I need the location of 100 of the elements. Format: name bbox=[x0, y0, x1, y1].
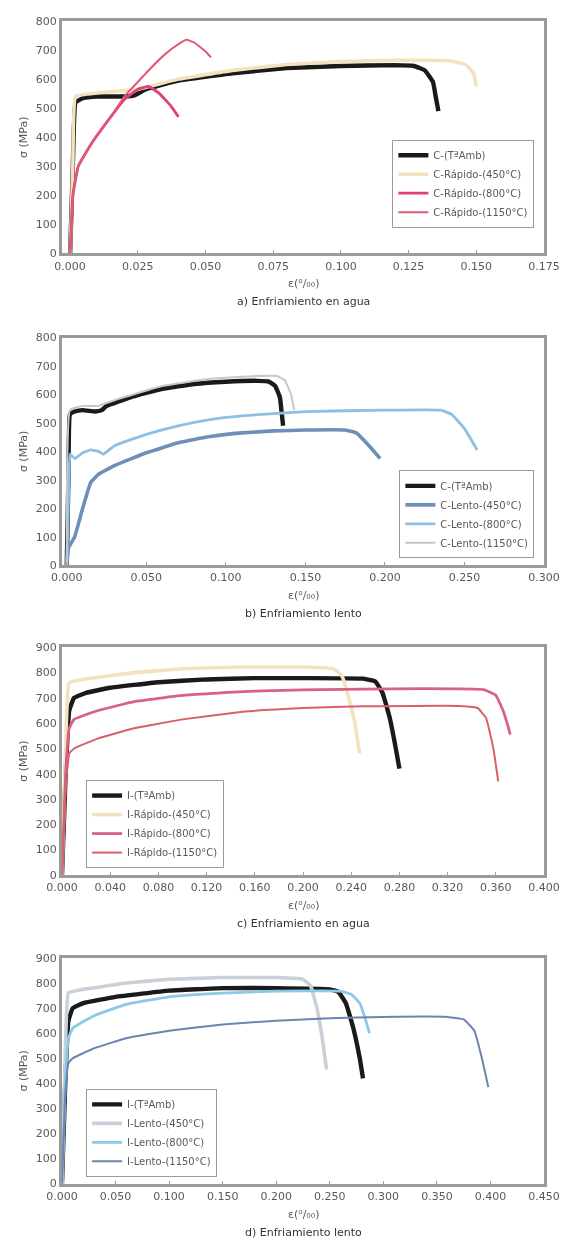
y-axis-title: σ (MPa) bbox=[17, 116, 31, 158]
y-tick-label: 300 bbox=[35, 473, 57, 487]
x-tick-label: 0.120 bbox=[190, 881, 223, 895]
text: d) Enfriamiento lento bbox=[245, 1226, 363, 1239]
x-tick-label: 0.075 bbox=[257, 259, 289, 273]
x-tick-label: 0.175 bbox=[528, 259, 560, 273]
y-tick-label: 200 bbox=[35, 502, 57, 516]
y-tick-label: 400 bbox=[35, 445, 57, 459]
x-tick-label: 0.200 bbox=[260, 1189, 292, 1203]
y-tick-label: 100 bbox=[35, 1152, 57, 1166]
y-tick-label: 500 bbox=[35, 102, 57, 115]
legend-label: I-Rápido-(1150°C) bbox=[127, 847, 218, 859]
legend-label: I-Lento-(450°C) bbox=[127, 1118, 205, 1130]
y-tick-label: 700 bbox=[35, 691, 57, 705]
y-tick-label: 400 bbox=[35, 767, 57, 781]
y-tick-label: 600 bbox=[35, 388, 57, 402]
y-tick-label: 400 bbox=[35, 1077, 57, 1091]
x-tick-label: 0.400 bbox=[474, 1189, 507, 1203]
legend-label: C-Lento-(800°C) bbox=[440, 518, 522, 530]
x-tick-label: 0.000 bbox=[46, 1189, 78, 1203]
x-tick-label: 0.300 bbox=[367, 1189, 400, 1203]
legend-label: I-Rápido-(450°C) bbox=[127, 809, 211, 821]
legend-label: I-Lento-(1150°C) bbox=[127, 1156, 211, 1168]
legend-label: I-Rápido-(800°C) bbox=[127, 828, 211, 840]
x-tick-label: 0.000 bbox=[51, 571, 83, 585]
text: b) Enfriamiento lento bbox=[245, 607, 363, 620]
x-tick-label: 0.040 bbox=[94, 881, 126, 895]
text: c) Enfriamiento en agua bbox=[237, 917, 370, 930]
x-tick-label: 0.150 bbox=[460, 259, 493, 273]
y-tick-label: 600 bbox=[35, 1027, 57, 1041]
legend-label: C-Rápido-(450°C) bbox=[433, 169, 522, 181]
y-tick-label: 200 bbox=[35, 189, 57, 203]
x-tick-label: 0.000 bbox=[54, 259, 86, 273]
y-tick-label: 800 bbox=[35, 976, 57, 990]
y-tick-label: 100 bbox=[35, 218, 57, 232]
legend-label: C-(TªAmb) bbox=[440, 480, 493, 492]
y-axis-title: σ (MPa) bbox=[17, 430, 31, 473]
x-tick-label: 0.080 bbox=[142, 881, 175, 895]
y-tick-label: 0 bbox=[49, 868, 57, 882]
x-axis-title: ε(⁰/₀₀) bbox=[288, 899, 320, 912]
y-tick-label: 100 bbox=[35, 843, 57, 857]
x-tick-label: 0.450 bbox=[528, 1189, 560, 1203]
x-axis-title: ε(⁰/₀₀) bbox=[288, 589, 320, 602]
y-tick-label: 600 bbox=[35, 72, 57, 86]
y-tick-label: 500 bbox=[35, 416, 57, 430]
x-tick-label: 0.050 bbox=[130, 571, 163, 585]
x-tick-label: 0.320 bbox=[431, 881, 464, 895]
legend-label: C-Rápido-(800°C) bbox=[433, 188, 522, 200]
y-tick-label: 200 bbox=[35, 1127, 57, 1141]
x-axis-title: ε(⁰/₀₀) bbox=[288, 277, 320, 290]
y-tick-label: 200 bbox=[35, 818, 57, 832]
x-tick-label: 0.360 bbox=[480, 881, 512, 895]
y-tick-label: 0 bbox=[49, 247, 57, 261]
x-tick-label: 0.250 bbox=[314, 1189, 346, 1203]
y-tick-label: 400 bbox=[35, 131, 57, 145]
x-tick-label: 0.100 bbox=[325, 259, 357, 273]
y-tick-label: 700 bbox=[35, 1002, 57, 1015]
y-tick-label: 600 bbox=[35, 717, 57, 731]
x-tick-label: 0.200 bbox=[369, 571, 401, 585]
y-axis-title: σ (MPa) bbox=[17, 740, 31, 782]
text: a) Enfriamiento en agua bbox=[237, 295, 371, 308]
x-tick-label: 0.100 bbox=[210, 571, 242, 585]
y-tick-label: 500 bbox=[35, 742, 57, 756]
legend-label: C-(TªAmb) bbox=[433, 150, 486, 162]
x-tick-label: 0.150 bbox=[206, 1189, 239, 1203]
legend-label: C-Lento-(450°C) bbox=[440, 499, 522, 511]
y-tick-label: 300 bbox=[35, 1102, 57, 1116]
x-tick-label: 0.150 bbox=[289, 571, 322, 585]
y-tick-label: 900 bbox=[35, 641, 57, 655]
x-tick-label: 0.025 bbox=[122, 259, 154, 273]
legend-label: I-(TªAmb) bbox=[127, 790, 176, 802]
x-tick-label: 0.100 bbox=[153, 1189, 185, 1203]
y-tick-label: 800 bbox=[35, 331, 57, 345]
y-tick-label: 0 bbox=[49, 559, 57, 573]
y-tick-label: 800 bbox=[35, 14, 57, 28]
x-tick-label: 0.050 bbox=[189, 259, 222, 273]
y-tick-label: 300 bbox=[35, 160, 57, 174]
x-axis-title: ε(⁰/₀₀) bbox=[288, 1208, 320, 1221]
legend-label: I-Lento-(800°C) bbox=[127, 1137, 205, 1149]
y-tick-label: 800 bbox=[35, 666, 57, 680]
y-tick-label: 700 bbox=[35, 43, 57, 57]
y-tick-label: 0 bbox=[49, 1177, 57, 1191]
x-tick-label: 0.350 bbox=[421, 1189, 453, 1203]
x-tick-label: 0.125 bbox=[392, 259, 425, 273]
x-tick-label: 0.200 bbox=[287, 881, 319, 895]
legend-label: I-(TªAmb) bbox=[127, 1099, 176, 1111]
y-tick-label: 300 bbox=[35, 792, 57, 806]
y-axis-title: σ (MPa) bbox=[17, 1050, 31, 1092]
legend-label: C-Rápido-(1150°C) bbox=[433, 207, 528, 219]
y-tick-label: 100 bbox=[35, 530, 57, 544]
x-tick-label: 0.050 bbox=[99, 1189, 132, 1203]
x-tick-label: 0.160 bbox=[239, 881, 271, 895]
x-tick-label: 0.300 bbox=[528, 571, 560, 585]
x-tick-label: 0.280 bbox=[383, 881, 416, 895]
legend-label: C-Lento-(1150°C) bbox=[440, 537, 528, 549]
y-tick-label: 500 bbox=[35, 1052, 57, 1066]
y-tick-label: 700 bbox=[35, 359, 57, 373]
x-tick-label: 0.000 bbox=[46, 881, 78, 895]
x-tick-label: 0.400 bbox=[528, 881, 560, 895]
x-tick-label: 0.240 bbox=[335, 881, 367, 895]
